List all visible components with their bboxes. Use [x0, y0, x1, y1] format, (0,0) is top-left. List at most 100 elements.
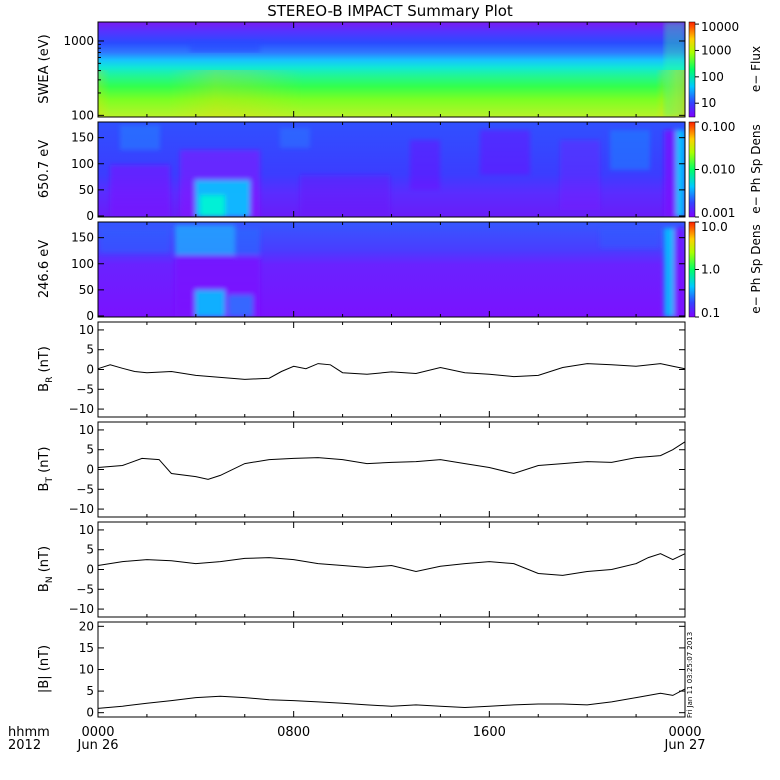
- x-tick-label: 0000: [668, 725, 701, 740]
- br-ylabel-unit: (nT): [37, 346, 52, 376]
- bt-ytick-label: −5: [76, 482, 94, 496]
- pad246-spectrogram: [98, 222, 685, 317]
- bt-panel-frame: [97, 421, 686, 518]
- p650-colorbar-tick-label: 0.001: [701, 206, 735, 220]
- x-corner-label-hhmm: hhmm: [8, 725, 50, 740]
- swea-colorbar-tick-label: 100: [701, 70, 724, 84]
- bmag-ytick-label: 15: [79, 641, 94, 655]
- bt-ytick-label: 5: [86, 443, 94, 457]
- bt-ylabel: BT (nT): [37, 447, 55, 492]
- p246-colorbar-tick-label: 1.0: [701, 263, 720, 277]
- p246-colorbar-tick-label: 10.0: [701, 220, 728, 234]
- swea-spectrogram: [98, 22, 685, 117]
- x-tick-label: 0000: [81, 725, 114, 740]
- bt-ytick-label: −10: [69, 502, 94, 516]
- bmag-panel: 20 15 10 5 0 |B| (nT) Fri Jan 11 03:25:07 20…: [37, 619, 694, 719]
- br-ytick-label: 0: [86, 363, 94, 377]
- br-ytick-label: −10: [69, 402, 94, 416]
- bmag-ytick-label: 0: [86, 706, 94, 720]
- bn-ytick-label: −10: [69, 602, 94, 616]
- p650-ytick-label: 0: [86, 209, 94, 223]
- br-ylabel: BR (nT): [37, 346, 55, 392]
- br-ytick-label: −5: [76, 382, 94, 396]
- bmag-y-axis: 20 15 10 5 0: [79, 619, 685, 720]
- timestamp-stamp: Fri Jan 11 03:25:07 2013: [686, 632, 694, 718]
- pad650-y-axis: 150 100 50 0: [71, 131, 685, 223]
- br-y-axis: 10 5 0 −5 −10: [69, 323, 685, 416]
- pad246-y-axis: 150 100 50 0: [71, 231, 685, 323]
- swea-ytick-label: 1000: [63, 34, 94, 48]
- bmag-panel-frame: [97, 621, 686, 718]
- pad650-colorbar-axis: 0.100 0.010 0.001: [695, 120, 735, 220]
- p650-ytick-label: 150: [71, 131, 94, 145]
- x-date-label: Jun 27: [664, 738, 706, 753]
- br-ytick-label: 10: [79, 323, 94, 337]
- p246-ytick-label: 150: [71, 231, 94, 245]
- swea-heatmap-end-edge: [664, 22, 685, 117]
- bn-ytick-label: 5: [86, 543, 94, 557]
- bn-ylabel: BN (nT): [37, 546, 55, 592]
- p650-ytick-label: 100: [71, 157, 94, 171]
- swea-colorbar-label: e− Flux: [749, 46, 763, 92]
- bn-ytick-label: −5: [76, 582, 94, 596]
- pad650-colorbar-label: e− Ph Sp Dens: [749, 124, 763, 213]
- bt-y-axis: 10 5 0 −5 −10: [69, 423, 685, 516]
- bn-ylabel-unit: (nT): [37, 546, 52, 576]
- bn-series-line: [97, 553, 686, 576]
- pad650-colorbar: [688, 121, 696, 218]
- swea-heatmap-upper-band: [190, 40, 260, 52]
- br-series-line: [97, 363, 686, 380]
- p650-colorbar-tick-label: 0.100: [701, 120, 735, 134]
- bn-panel: 10 5 0 −5 −10 BN (nT): [37, 521, 686, 618]
- bmag-ylabel: |B| (nT): [37, 645, 52, 693]
- pad650-heatmap-structure: [110, 125, 685, 217]
- p246-colorbar-tick-label: 0.1: [701, 306, 720, 320]
- pad650-ylabel: 650.7 eV: [37, 140, 52, 198]
- pad246-colorbar-label: e− Ph Sp Dens: [749, 224, 763, 313]
- p246-ytick-label: 100: [71, 257, 94, 271]
- bmag-ytick-label: 10: [79, 663, 94, 677]
- p650-colorbar-tick-label: 0.010: [701, 163, 735, 177]
- br-ytick-label: 5: [86, 343, 94, 357]
- bt-ylabel-main: B: [37, 483, 52, 492]
- br-ylabel-main: B: [37, 383, 52, 392]
- swea-colorbar-tick-label: 10000: [701, 20, 739, 34]
- swea-colorbar: [688, 21, 696, 118]
- x-tick-label: 0800: [277, 725, 310, 740]
- bn-panel-frame: [97, 521, 686, 618]
- bn-ylabel-main: B: [37, 583, 52, 592]
- bt-ylabel-unit: (nT): [37, 447, 52, 477]
- plot-title: STEREO-B IMPACT Summary Plot: [267, 2, 513, 20]
- x-date-label: Jun 26: [77, 738, 119, 753]
- swea-ylabel: SWEA (eV): [37, 34, 52, 103]
- bn-ytick-label: 10: [79, 523, 94, 537]
- p246-ytick-label: 0: [86, 309, 94, 323]
- bt-ytick-label: 10: [79, 423, 94, 437]
- swea-heatmap-time-variation: [98, 70, 685, 117]
- br-ylabel-sub: R: [45, 377, 55, 383]
- bn-y-axis: 10 5 0 −5 −10: [69, 523, 685, 616]
- pad246-heatmap-structure: [100, 225, 685, 317]
- swea-ytick-label: 100: [71, 108, 94, 122]
- pad650-spectrogram: [98, 122, 685, 217]
- br-panel-frame: [97, 321, 686, 418]
- x-tick-label: 1600: [473, 725, 506, 740]
- pad246-colorbar-axis: 10.0 1.0 0.1: [695, 220, 728, 320]
- br-panel: 10 5 0 −5 −10 BR (nT): [37, 321, 686, 418]
- bt-ylabel-sub: T: [45, 477, 55, 484]
- bn-ytick-label: 0: [86, 563, 94, 577]
- bt-series-line: [97, 441, 686, 480]
- p246-ytick-label: 50: [79, 283, 94, 297]
- bmag-series-line: [97, 688, 686, 709]
- bt-panel: 10 5 0 −5 −10 BT (nT): [37, 421, 686, 518]
- bmag-ytick-label: 5: [86, 684, 94, 698]
- x-corner-label-year: 2012: [8, 738, 41, 753]
- pad246-colorbar: [688, 221, 696, 318]
- swea-y-axis: 1000 100: [63, 34, 685, 122]
- bt-ytick-label: 0: [86, 463, 94, 477]
- bn-ylabel-sub: N: [45, 576, 55, 583]
- swea-colorbar-axis: 10000 1000 100 10: [695, 20, 739, 110]
- bmag-ytick-label: 20: [79, 619, 94, 633]
